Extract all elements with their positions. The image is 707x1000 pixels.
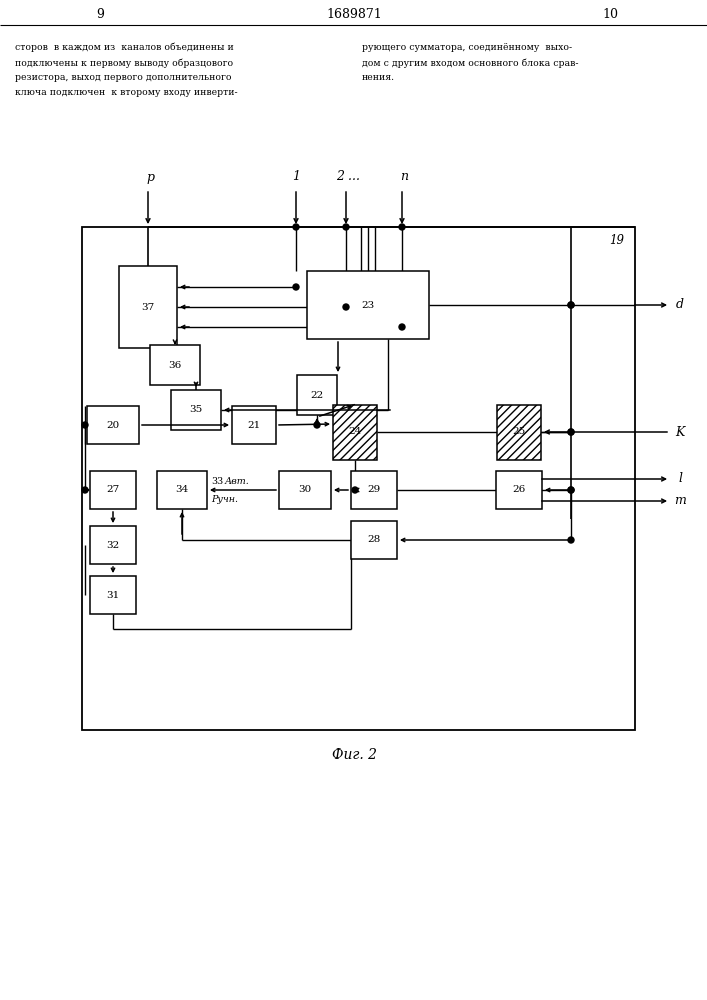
Circle shape	[293, 284, 299, 290]
Text: K: K	[675, 426, 684, 438]
Text: Авт.: Авт.	[225, 478, 250, 487]
Bar	[157, 471, 207, 509]
Text: l: l	[678, 473, 682, 486]
Text: 9: 9	[96, 8, 104, 21]
Text: 20: 20	[106, 420, 119, 430]
Text: 28: 28	[368, 536, 380, 544]
Text: m: m	[674, 494, 686, 508]
Circle shape	[568, 429, 574, 435]
Text: 26: 26	[513, 486, 525, 494]
Text: нения.: нения.	[362, 73, 395, 82]
Circle shape	[352, 487, 358, 493]
Circle shape	[568, 429, 574, 435]
Bar	[171, 390, 221, 430]
Text: 25: 25	[513, 428, 525, 436]
Circle shape	[343, 224, 349, 230]
Bar	[497, 404, 541, 460]
Circle shape	[343, 304, 349, 310]
Text: 23: 23	[361, 300, 375, 310]
Bar	[87, 406, 139, 444]
Bar	[90, 576, 136, 614]
Bar	[279, 471, 331, 509]
Text: 1689871: 1689871	[326, 8, 382, 21]
Bar	[497, 404, 541, 460]
Bar	[150, 345, 200, 385]
Text: 35: 35	[189, 406, 203, 414]
Circle shape	[82, 422, 88, 428]
Text: резистора, выход первого дополнительного: резистора, выход первого дополнительного	[15, 73, 231, 82]
Text: рующего сумматора, соединённому  выхо-: рующего сумматора, соединённому выхо-	[362, 43, 572, 52]
Text: p: p	[146, 170, 154, 184]
Circle shape	[568, 537, 574, 543]
Circle shape	[568, 302, 574, 308]
Text: 34: 34	[175, 486, 189, 494]
Text: 10: 10	[602, 8, 618, 21]
Circle shape	[568, 302, 574, 308]
Circle shape	[293, 224, 299, 230]
Circle shape	[568, 487, 574, 493]
Bar	[90, 471, 136, 509]
Bar	[90, 526, 136, 564]
Bar	[333, 404, 377, 460]
Bar	[297, 375, 337, 415]
Bar	[351, 471, 397, 509]
Text: 33: 33	[211, 478, 223, 487]
Text: 19: 19	[609, 233, 624, 246]
Text: n: n	[400, 170, 408, 184]
Circle shape	[314, 422, 320, 428]
Bar	[232, 406, 276, 444]
Text: 37: 37	[141, 302, 155, 312]
Circle shape	[399, 224, 405, 230]
Text: подключены к первому выводу образцового: подключены к первому выводу образцового	[15, 58, 233, 68]
Circle shape	[82, 487, 88, 493]
Text: d: d	[676, 298, 684, 312]
Text: дом с другим входом основного блока срав-: дом с другим входом основного блока срав…	[362, 58, 578, 68]
Text: ключа подключен  к второму входу инверти-: ключа подключен к второму входу инверти-	[15, 88, 238, 97]
Text: 27: 27	[106, 486, 119, 494]
Bar	[333, 404, 377, 460]
Bar	[496, 471, 542, 509]
Text: Ручн.: Ручн.	[211, 495, 238, 504]
Circle shape	[399, 324, 405, 330]
Text: 24: 24	[349, 428, 361, 436]
Text: 30: 30	[298, 486, 312, 494]
Text: 2 ...: 2 ...	[336, 170, 360, 184]
Bar	[82, 227, 635, 730]
Bar	[307, 271, 429, 339]
Bar	[351, 521, 397, 559]
Text: 31: 31	[106, 590, 119, 599]
Text: 21: 21	[247, 420, 261, 430]
Text: сторов  в каждом из  каналов объединены и: сторов в каждом из каналов объединены и	[15, 43, 234, 52]
Circle shape	[568, 487, 574, 493]
Text: 1: 1	[292, 170, 300, 184]
Text: 22: 22	[310, 390, 324, 399]
Text: 32: 32	[106, 540, 119, 550]
Text: 36: 36	[168, 360, 182, 369]
Text: Фиг. 2: Фиг. 2	[332, 748, 377, 762]
Text: 29: 29	[368, 486, 380, 494]
Bar	[119, 266, 177, 348]
